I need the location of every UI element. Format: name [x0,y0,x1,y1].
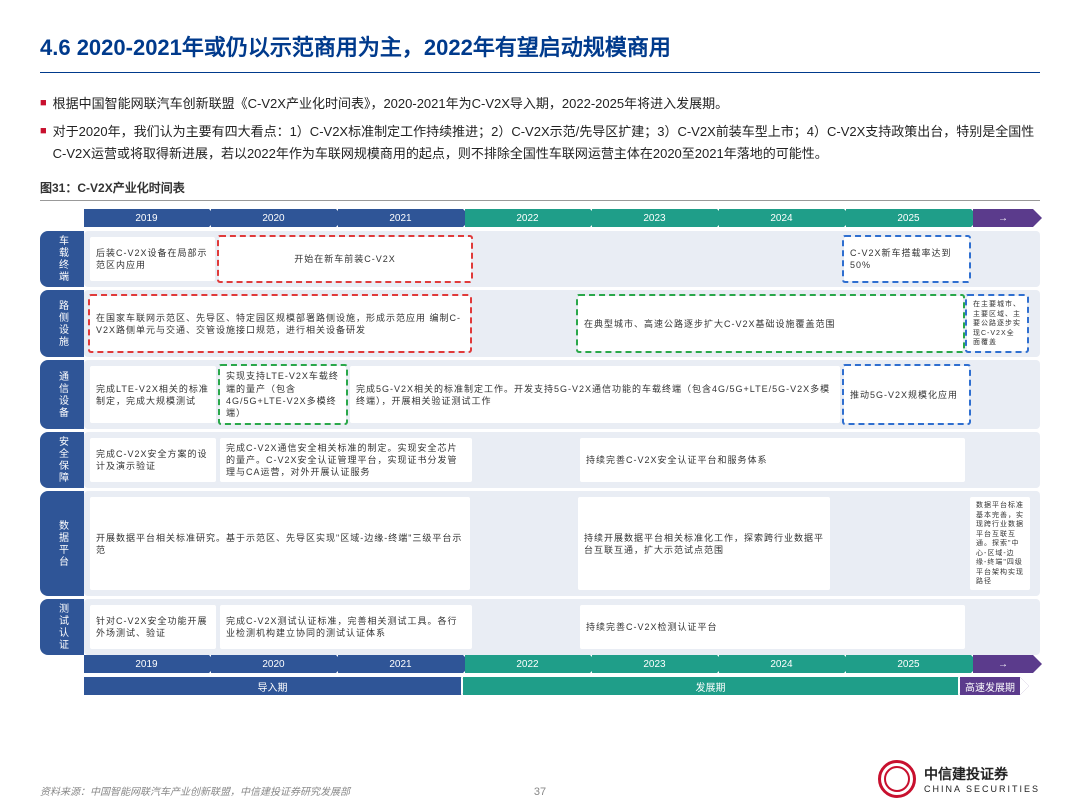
year-header-bottom: 2019202020212022202320242025→ [84,655,1040,673]
brand-name-en: CHINA SECURITIES [924,784,1040,794]
phase-cell: 高速发展期 [960,677,1020,695]
figure-caption: 图31：C-V2X产业化时间表 [40,179,1040,201]
timeline-cell: 在国家车联网示范区、先导区、特定园区规模部署路侧设施，形成示范应用 编制C-V2… [90,296,470,351]
timeline-cell [969,438,1029,482]
track-label: 测试认证 [40,599,84,655]
timeline-cell: 完成LTE-V2X相关的标准制定，完成大规模测试 [90,366,216,423]
timeline-cell: 后装C-V2X设备在局部示范区内应用 [90,237,215,281]
year-cell: 2021 [338,655,463,673]
phase-row: 导入期发展期高速发展期 [84,677,1040,695]
timeline-cell: 持续完善C-V2X安全认证平台和服务体系 [580,438,965,482]
track-row: 路侧设施在国家车联网示范区、先导区、特定园区规模部署路侧设施，形成示范应用 编制… [40,290,1040,357]
phase-cell: 发展期 [463,677,958,695]
bullet-list: 根据中国智能网联汽车创新联盟《C-V2X产业化时间表》，2020-2021年为C… [40,93,1040,165]
timeline-cell: 数据平台标准基本完善，实现跨行业数据平台互联互通。探索"中心-区域-边缘-终端"… [970,497,1030,590]
track-body: 开展数据平台相关标准研究。基于示范区、先导区实现"区域-边缘-终端"三级平台示范… [84,491,1040,596]
track-body: 在国家车联网示范区、先导区、特定园区规模部署路侧设施，形成示范应用 编制C-V2… [84,290,1040,357]
timeline-cell: 推动5G-V2X规模化应用 [844,366,969,423]
track-row: 安全保障完成C-V2X安全方案的设计及演示验证完成C-V2X通信安全相关标准的制… [40,432,1040,488]
timeline-cell: 开展数据平台相关标准研究。基于示范区、先导区实现"区域-边缘-终端"三级平台示范 [90,497,470,590]
phase-cell: 导入期 [84,677,461,695]
timeline-cell: 在主要城市、主要区域、主要公路逐步实现C-V2X全面覆盖 [967,296,1027,351]
page-number: 37 [534,786,546,798]
source-text: 资料来源：中国智能网联汽车产业创新联盟，中信建投证券研究发展部 [40,783,350,798]
track-body: 后装C-V2X设备在局部示范区内应用开始在新车前装C-V2X C-V2X新车搭载率… [84,231,1040,287]
timeline-cell [476,438,576,482]
timeline-cell [474,497,574,590]
timeline-cell [973,237,1033,281]
year-cell: 2019 [84,655,209,673]
year-header-top: 2019202020212022202320242025→ [84,209,1040,227]
track-body: 针对C-V2X安全功能开展外场测试、验证完成C-V2X测试认证标准，完善相关测试… [84,599,1040,655]
year-cell: 2020 [211,655,336,673]
timeline-cell [475,237,840,281]
timeline-tracks: 车载终端后装C-V2X设备在局部示范区内应用开始在新车前装C-V2X C-V2X新… [40,231,1040,655]
track-label: 安全保障 [40,432,84,488]
footer: 资料来源：中国智能网联汽车产业创新联盟，中信建投证券研究发展部 37 中信建投证… [40,760,1040,798]
timeline-cell: 完成C-V2X安全方案的设计及演示验证 [90,438,216,482]
track-label: 数据平台 [40,491,84,596]
timeline-cell: 针对C-V2X安全功能开展外场测试、验证 [90,605,216,649]
track-row: 数据平台开展数据平台相关标准研究。基于示范区、先导区实现"区域-边缘-终端"三级… [40,491,1040,596]
year-cell: 2024 [719,655,844,673]
timeline-cell: 完成5G-V2X相关的标准制定工作。开发支持5G-V2X通信功能的车载终端（包含… [350,366,840,423]
track-row: 车载终端后装C-V2X设备在局部示范区内应用开始在新车前装C-V2X C-V2X新… [40,231,1040,287]
bullet-1: 根据中国智能网联汽车创新联盟《C-V2X产业化时间表》，2020-2021年为C… [40,93,1040,115]
timeline-cell [476,605,576,649]
year-cell: 2023 [592,655,717,673]
track-body: 完成C-V2X安全方案的设计及演示验证完成C-V2X通信安全相关标准的制定。实现… [84,432,1040,488]
year-cell: 2023 [592,209,717,227]
timeline-cell [834,497,966,590]
timeline-cell: 持续完善C-V2X检测认证平台 [580,605,965,649]
timeline-cell [969,605,1029,649]
year-cell: → [973,209,1033,227]
timeline-cell [474,296,574,351]
year-cell: 2022 [465,209,590,227]
brand-name-cn: 中信建投证券 [924,764,1040,784]
year-cell: 2022 [465,655,590,673]
year-cell: 2025 [846,209,971,227]
track-label: 通信设备 [40,360,84,429]
timeline-cell: 在典型城市、高速公路逐步扩大C-V2X基础设施覆盖范围 [578,296,963,351]
year-cell: → [973,655,1033,673]
timeline-cell [973,366,1033,423]
track-row: 通信设备完成LTE-V2X相关的标准制定，完成大规模测试实现支持LTE-V2X车… [40,360,1040,429]
timeline-cell: 持续开展数据平台相关标准化工作，探索跨行业数据平台互联互通，扩大示范试点范围 [578,497,830,590]
brand-logo: 中信建投证券 CHINA SECURITIES [878,760,1040,798]
track-body: 完成LTE-V2X相关的标准制定，完成大规模测试实现支持LTE-V2X车载终端的… [84,360,1040,429]
timeline-cell: 完成C-V2X测试认证标准，完善相关测试工具。各行业检测机构建立协同的测试认证体… [220,605,472,649]
timeline-cell: 开始在新车前装C-V2X [219,237,471,281]
year-cell: 2024 [719,209,844,227]
year-cell: 2021 [338,209,463,227]
bullet-2: 对于2020年，我们认为主要有四大看点：1）C-V2X标准制定工作持续推进；2）… [40,121,1040,165]
year-cell: 2019 [84,209,209,227]
slide-title: 4.6 2020-2021年或仍以示范商用为主，2022年有望启动规模商用 [40,30,1040,73]
timeline-cell: 实现支持LTE-V2X车载终端的量产（包含4G/5G+LTE-V2X多模终端） [220,366,346,423]
timeline-chart: 2019202020212022202320242025→ 车载终端后装C-V2… [40,209,1040,695]
timeline-cell: C-V2X新车搭载率达到50% [844,237,969,281]
timeline-cell: 完成C-V2X通信安全相关标准的制定。实现安全芯片的量产。C-V2X安全认证管理… [220,438,472,482]
year-cell: 2025 [846,655,971,673]
year-cell: 2020 [211,209,336,227]
track-row: 测试认证针对C-V2X安全功能开展外场测试、验证完成C-V2X测试认证标准，完善… [40,599,1040,655]
track-label: 路侧设施 [40,290,84,357]
logo-icon [878,760,916,798]
track-label: 车载终端 [40,231,84,287]
